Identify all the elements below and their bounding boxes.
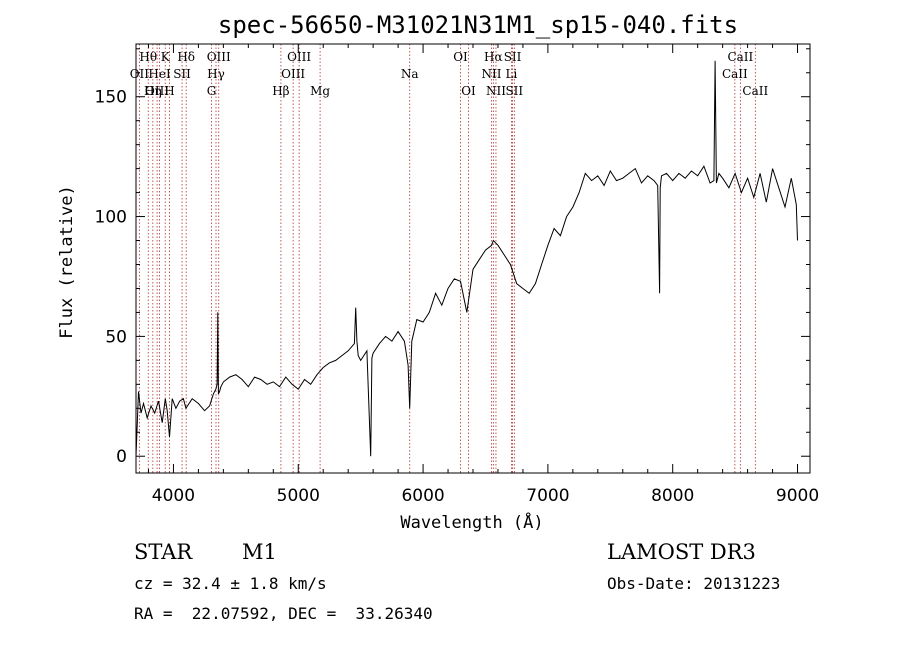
spectral-line-label: CaII [727, 50, 753, 64]
spectral-line-label: Mg [310, 84, 330, 98]
y-axis-label: Flux (relative) [57, 185, 77, 339]
spectral-line-label: G [207, 84, 217, 98]
x-tick-label: 6000 [401, 486, 444, 506]
y-tick-label: 50 [105, 327, 127, 347]
object-class: STAR [134, 540, 193, 564]
spectral-line-label: Hδ [177, 50, 195, 64]
spectral-line-label: SII [504, 50, 522, 64]
y-tick-label: 100 [95, 208, 127, 228]
coordinates-info: RA = 22.07592, DEC = 33.26340 [134, 604, 433, 623]
spectral-line-label: OIII [207, 50, 231, 64]
plot-frame [135, 43, 811, 474]
x-axis-label: Wavelength (Å) [400, 511, 543, 533]
spectral-line-label: OIII [287, 50, 311, 64]
spectral-line-label: CaII [722, 67, 748, 81]
spectral-line-label: CaII [742, 84, 768, 98]
survey-name: LAMOST DR3 [607, 540, 756, 564]
observation-date: Obs-Date: 20131223 [607, 574, 781, 593]
spectral-line-label: Hβ [272, 84, 289, 98]
spectral-line-label: Na [401, 67, 419, 81]
y-axis-ticks: 0 50 100 150 [95, 48, 810, 467]
x-tick-label: 8000 [651, 486, 694, 506]
redshift-info: cz = 32.4 ± 1.8 km/s [134, 574, 327, 593]
y-tick-label: 150 [95, 88, 127, 108]
spectral-line-label: Hθ [139, 50, 157, 64]
spectral-line-label: K [161, 50, 171, 64]
x-tick-label: 5000 [277, 486, 320, 506]
y-tick-label: 0 [116, 447, 127, 467]
spectral-line-label: OI [461, 84, 476, 98]
spectrum-series-line [135, 60, 798, 457]
spectral-line-label: Hα [484, 50, 503, 64]
spectral-line-label: OIII [145, 84, 169, 98]
spectral-line-label: NII [481, 67, 501, 81]
spectral-line-label: OII [130, 67, 150, 81]
x-axis-ticks: 4000 5000 6000 7000 8000 9000 [147, 44, 819, 506]
spectral-line-label: SII [505, 84, 523, 98]
spectral-line-label: Hγ [207, 67, 225, 81]
spectral-line-label: HeI [148, 67, 171, 81]
spectral-line-label: NII [486, 84, 506, 98]
spectral-line-label: Li [506, 67, 518, 81]
x-tick-label: 4000 [152, 486, 195, 506]
spectral-line-label: OI [453, 50, 468, 64]
x-tick-label: 7000 [526, 486, 569, 506]
chart-title: spec-56650-M31021N31M1_sp15-040.fits [218, 11, 738, 39]
spectral-line-markers [138, 44, 756, 473]
spectral-line-label: SII [173, 67, 191, 81]
x-tick-label: 9000 [776, 486, 819, 506]
object-subclass: M1 [242, 540, 277, 564]
spectral-line-label: OIII [281, 67, 305, 81]
spectral-line-label: H [164, 84, 174, 98]
spectral-line-label: Hη [144, 84, 162, 98]
